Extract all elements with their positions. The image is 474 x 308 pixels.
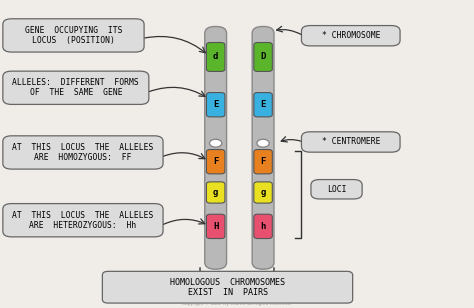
- FancyBboxPatch shape: [207, 182, 225, 203]
- FancyBboxPatch shape: [205, 26, 227, 269]
- FancyBboxPatch shape: [207, 150, 225, 174]
- FancyBboxPatch shape: [252, 26, 274, 269]
- Text: E: E: [260, 100, 266, 109]
- FancyBboxPatch shape: [3, 136, 163, 169]
- Text: AT  THIS  LOCUS  THE  ALLELES
ARE  HETEROZYGOUS:  Hh: AT THIS LOCUS THE ALLELES ARE HETEROZYGO…: [12, 211, 154, 230]
- Text: g: g: [213, 188, 219, 197]
- FancyBboxPatch shape: [254, 92, 272, 117]
- FancyBboxPatch shape: [3, 19, 144, 52]
- FancyBboxPatch shape: [301, 26, 400, 46]
- Text: HOMOLOGOUS  CHROMOSOMES
EXIST  IN  PAIRS: HOMOLOGOUS CHROMOSOMES EXIST IN PAIRS: [170, 278, 285, 297]
- FancyBboxPatch shape: [207, 92, 225, 117]
- Text: F: F: [260, 157, 266, 166]
- Text: E: E: [213, 100, 219, 109]
- FancyBboxPatch shape: [311, 180, 362, 199]
- Text: H: H: [213, 222, 219, 231]
- FancyBboxPatch shape: [3, 71, 149, 104]
- FancyBboxPatch shape: [254, 150, 272, 174]
- Text: * CENTROMERE: * CENTROMERE: [321, 137, 380, 147]
- Text: h: h: [260, 222, 266, 231]
- FancyBboxPatch shape: [254, 182, 272, 203]
- Text: ALLELES:  DIFFERENT  FORMS
OF  THE  SAME  GENE: ALLELES: DIFFERENT FORMS OF THE SAME GEN…: [12, 78, 139, 97]
- FancyBboxPatch shape: [102, 271, 353, 303]
- Text: D: D: [260, 52, 266, 62]
- FancyBboxPatch shape: [254, 214, 272, 238]
- FancyBboxPatch shape: [207, 43, 225, 71]
- Text: GENE  OCCUPYING  ITS
LOCUS  (POSITION): GENE OCCUPYING ITS LOCUS (POSITION): [25, 26, 122, 45]
- Text: F: F: [213, 157, 219, 166]
- Circle shape: [257, 139, 269, 147]
- FancyBboxPatch shape: [3, 204, 163, 237]
- Text: AT  THIS  LOCUS  THE  ALLELES
ARE  HOMOZYGOUS:  FF: AT THIS LOCUS THE ALLELES ARE HOMOZYGOUS…: [12, 143, 154, 162]
- FancyBboxPatch shape: [207, 214, 225, 238]
- Text: g: g: [260, 188, 266, 197]
- Text: Copyright © Save My Exams. All Rights Reserved.: Copyright © Save My Exams. All Rights Re…: [182, 302, 292, 306]
- FancyBboxPatch shape: [254, 43, 272, 71]
- Text: d: d: [213, 52, 219, 62]
- FancyBboxPatch shape: [301, 132, 400, 152]
- Text: * CHROMOSOME: * CHROMOSOME: [321, 31, 380, 40]
- Circle shape: [210, 139, 222, 147]
- Text: LOCI: LOCI: [327, 185, 346, 194]
